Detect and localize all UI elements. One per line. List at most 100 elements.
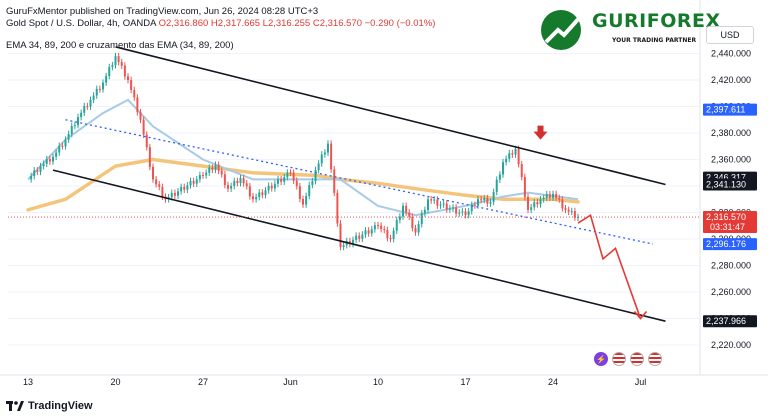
candle: [536, 202, 539, 205]
forecast-arrowhead: [633, 310, 648, 320]
candle: [417, 224, 420, 233]
candle: [133, 89, 136, 98]
candle: [548, 194, 551, 198]
candle: [136, 97, 139, 113]
candle: [336, 192, 339, 224]
price-label-text: 2,316.570: [706, 212, 746, 222]
candle: [389, 238, 392, 240]
candle: [355, 235, 358, 240]
tradingview-footer[interactable]: TradingView: [6, 400, 93, 412]
candle: [483, 198, 486, 200]
candle: [252, 196, 254, 200]
candle: [455, 207, 458, 214]
candle: [545, 194, 548, 198]
candle: [258, 192, 261, 198]
candle: [42, 163, 45, 167]
candle: [55, 152, 58, 157]
candle: [298, 186, 301, 199]
candle: [145, 134, 148, 148]
x-tick-label: 17: [460, 377, 470, 387]
candle: [464, 211, 467, 216]
candle: [170, 192, 173, 198]
down-arrow-icon: [533, 125, 548, 140]
candle: [220, 170, 223, 175]
candle: [498, 174, 501, 180]
candle: [52, 156, 54, 162]
candle: [202, 175, 204, 177]
candle: [270, 185, 273, 189]
candle: [83, 106, 86, 113]
us-flag-icon[interactable]: [612, 352, 626, 366]
candle: [467, 211, 470, 216]
candle: [330, 143, 333, 170]
candle: [398, 216, 401, 221]
candle: [242, 178, 245, 184]
candle: [411, 216, 414, 229]
candle: [64, 139, 67, 147]
candle: [102, 82, 104, 90]
price-label-text: 2,237.966: [706, 316, 746, 326]
price-label-text: 2,397.611: [706, 105, 745, 115]
lightning-icon[interactable]: ⚡: [594, 352, 608, 366]
candle: [423, 209, 426, 214]
candle: [123, 65, 126, 77]
candle: [542, 197, 545, 200]
candle: [530, 207, 533, 210]
candle: [267, 185, 270, 191]
candle: [277, 179, 279, 184]
candle: [211, 167, 214, 170]
currency-selector[interactable]: USD: [706, 26, 754, 44]
symbol-name[interactable]: Gold Spot / U.S. Dollar, 4h, OANDA: [6, 18, 156, 29]
publisher-line: GuruFxMentor published on TradingView.co…: [6, 6, 319, 17]
candle: [189, 180, 192, 186]
candle: [477, 199, 479, 206]
us-flag-icon[interactable]: [648, 352, 662, 366]
candle: [458, 212, 461, 214]
candle: [152, 166, 154, 180]
candle: [570, 211, 573, 213]
indicator-legend[interactable]: EMA 34, 89, 200 e cruzamento das EMA (34…: [6, 40, 234, 51]
price-label: [703, 238, 757, 251]
candle: [198, 175, 201, 180]
candle: [214, 164, 217, 170]
x-tick-label: Jul: [635, 377, 647, 387]
logo-globe-icon: [541, 10, 584, 50]
candle: [502, 162, 504, 175]
candle: [80, 112, 83, 118]
symbol-line: Gold Spot / U.S. Dollar, 4h, OANDA O2,31…: [6, 18, 435, 29]
candle: [280, 179, 283, 182]
candle: [120, 62, 123, 66]
candle: [111, 65, 114, 68]
channel-lower-line: [52, 169, 666, 322]
price-label: [703, 103, 757, 116]
candle: [517, 148, 520, 165]
candle: [264, 190, 267, 196]
candle: [302, 198, 304, 205]
candle: [236, 180, 239, 184]
candle: [367, 230, 370, 234]
candle: [139, 112, 142, 120]
candle: [117, 56, 120, 63]
candle: [430, 199, 433, 201]
candle: [177, 191, 179, 196]
candle: [45, 159, 48, 164]
candle: [380, 225, 383, 230]
candle: [364, 230, 367, 235]
x-tick-label: 27: [198, 377, 208, 387]
us-flag-icon[interactable]: [630, 352, 644, 366]
candle: [339, 223, 342, 247]
candle: [448, 208, 451, 210]
candle: [58, 145, 61, 153]
candle: [508, 153, 511, 159]
candle: [261, 192, 264, 196]
candle: [323, 152, 326, 155]
candle: [230, 186, 233, 189]
candle: [486, 198, 489, 204]
logo-tagline: YOUR TRADING PARTNER: [612, 37, 697, 44]
price-label-text: 2,346.317: [706, 173, 746, 183]
candle: [142, 119, 145, 135]
candle: [495, 179, 498, 192]
candle: [245, 183, 248, 187]
candle: [127, 76, 129, 80]
